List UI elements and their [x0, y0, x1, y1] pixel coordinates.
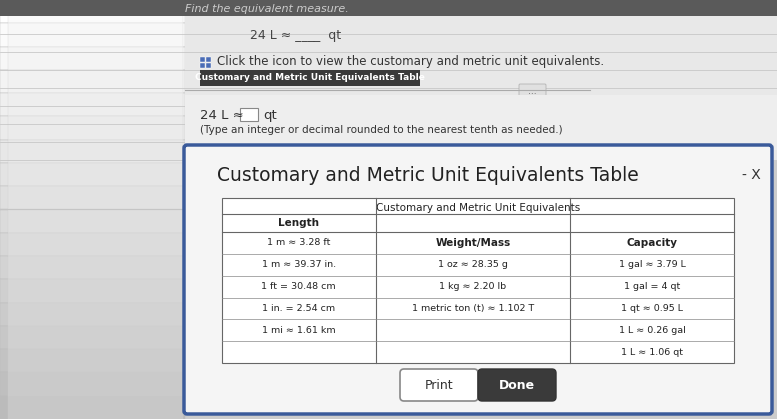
Bar	[8, 116, 183, 140]
Text: 1 m ≈ 39.37 in.: 1 m ≈ 39.37 in.	[262, 260, 336, 269]
Bar	[0, 210, 185, 233]
Text: Print: Print	[425, 378, 453, 391]
Text: Weight/Mass: Weight/Mass	[435, 238, 510, 248]
Text: Capacity: Capacity	[626, 238, 678, 248]
FancyBboxPatch shape	[478, 369, 556, 401]
Text: 24 L ≈ ____  qt: 24 L ≈ ____ qt	[250, 29, 341, 42]
Bar	[0, 140, 185, 163]
Text: 1 gal ≈ 3.79 L: 1 gal ≈ 3.79 L	[618, 260, 685, 269]
Bar	[8, 303, 183, 326]
Text: 24 L ≈: 24 L ≈	[200, 109, 248, 122]
Bar	[206, 57, 211, 62]
Bar	[0, 303, 185, 326]
Bar	[8, 210, 183, 233]
Text: 1 metric ton (t) ≈ 1.102 T: 1 metric ton (t) ≈ 1.102 T	[412, 304, 534, 313]
Bar	[8, 47, 183, 70]
Bar	[0, 396, 185, 419]
Bar	[0, 349, 185, 372]
Text: 1 in. = 2.54 cm: 1 in. = 2.54 cm	[263, 304, 336, 313]
Bar	[185, 16, 777, 161]
Bar	[8, 23, 183, 47]
Bar	[8, 326, 183, 349]
Bar	[8, 0, 183, 23]
Bar	[0, 0, 777, 16]
Bar	[0, 279, 185, 303]
Bar	[200, 57, 205, 62]
Text: Click the icon to view the customary and metric unit equivalents.: Click the icon to view the customary and…	[217, 55, 605, 68]
Bar	[0, 256, 185, 279]
Text: Customary and Metric Unit Equivalents: Customary and Metric Unit Equivalents	[376, 203, 580, 213]
Text: 1 L ≈ 0.26 gal: 1 L ≈ 0.26 gal	[618, 326, 685, 335]
Bar	[0, 116, 185, 140]
Text: Find the equivalent measure.: Find the equivalent measure.	[185, 4, 349, 14]
Bar	[8, 279, 183, 303]
Bar	[185, 95, 777, 150]
Text: 1 m ≈ 3.28 ft: 1 m ≈ 3.28 ft	[267, 238, 330, 247]
Bar	[206, 63, 211, 68]
FancyBboxPatch shape	[519, 84, 546, 97]
Bar	[8, 233, 183, 256]
Text: 1 oz ≈ 28.35 g: 1 oz ≈ 28.35 g	[438, 260, 508, 269]
Bar	[8, 256, 183, 279]
Text: 1 kg ≈ 2.20 lb: 1 kg ≈ 2.20 lb	[439, 282, 507, 291]
Text: Customary and Metric Unit Equivalents Table: Customary and Metric Unit Equivalents Ta…	[195, 73, 425, 83]
Text: Customary and Metric Unit Equivalents Table: Customary and Metric Unit Equivalents Ta…	[217, 166, 639, 184]
Bar	[0, 47, 185, 70]
Text: 1 mi ≈ 1.61 km: 1 mi ≈ 1.61 km	[262, 326, 336, 335]
Bar	[8, 93, 183, 116]
Bar	[240, 108, 258, 121]
Text: - X: - X	[741, 168, 761, 182]
FancyBboxPatch shape	[400, 369, 478, 401]
Text: qt: qt	[263, 109, 277, 122]
Bar	[0, 186, 185, 210]
Text: ...: ...	[528, 86, 536, 96]
Bar	[8, 163, 183, 186]
Text: 1 L ≈ 1.06 qt: 1 L ≈ 1.06 qt	[621, 348, 683, 357]
Bar	[8, 349, 183, 372]
Bar	[0, 326, 185, 349]
Text: Done: Done	[499, 378, 535, 391]
Text: (Type an integer or decimal rounded to the nearest tenth as needed.): (Type an integer or decimal rounded to t…	[200, 125, 563, 135]
Bar	[0, 93, 185, 116]
Text: Length: Length	[278, 218, 319, 228]
Text: 1 gal = 4 qt: 1 gal = 4 qt	[624, 282, 680, 291]
Bar	[8, 396, 183, 419]
Text: 1 ft = 30.48 cm: 1 ft = 30.48 cm	[262, 282, 336, 291]
Bar	[0, 23, 185, 47]
Bar	[8, 372, 183, 396]
Bar	[8, 186, 183, 210]
Bar	[200, 70, 420, 86]
Bar	[200, 63, 205, 68]
Bar	[0, 0, 185, 23]
Bar	[8, 140, 183, 163]
Bar	[0, 233, 185, 256]
Text: 1 qt ≈ 0.95 L: 1 qt ≈ 0.95 L	[621, 304, 683, 313]
Bar	[222, 198, 734, 363]
Bar	[8, 70, 183, 93]
Bar	[0, 163, 185, 186]
Bar	[0, 70, 185, 93]
Bar	[0, 372, 185, 396]
FancyBboxPatch shape	[184, 145, 772, 414]
